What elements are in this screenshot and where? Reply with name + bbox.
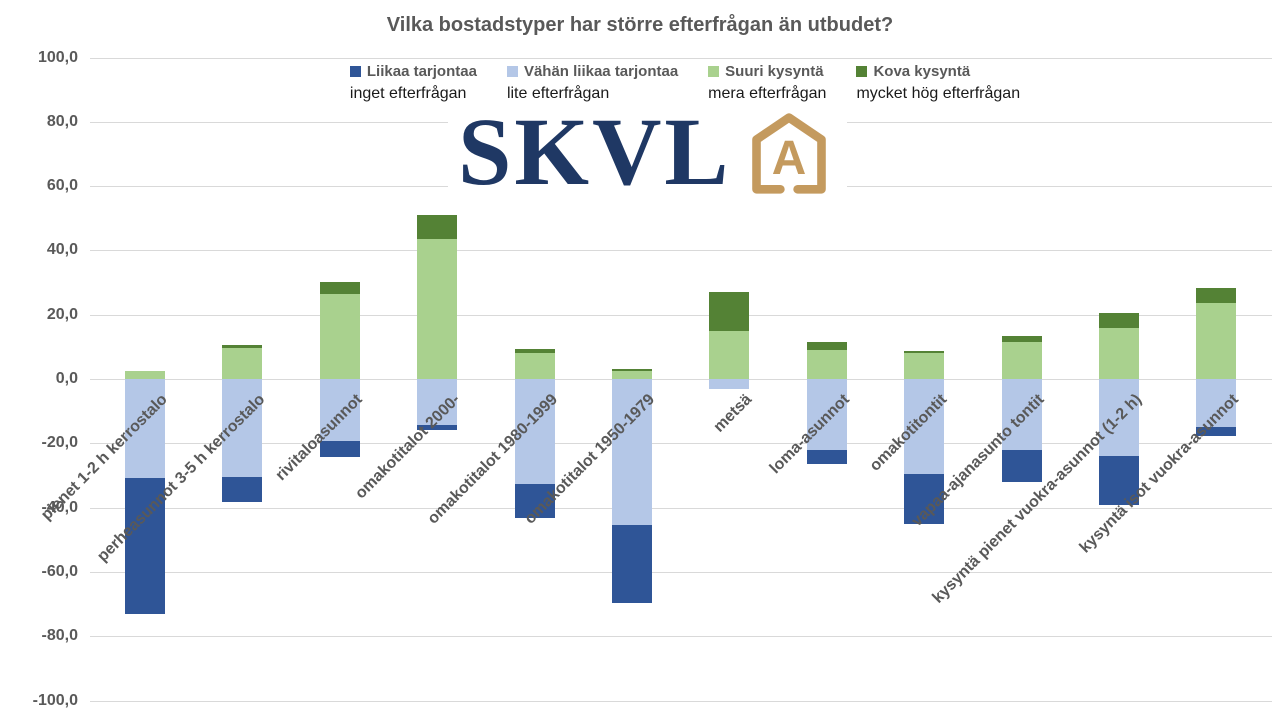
y-axis-tick-label: -20,0 [41,434,78,452]
bar-segment-liikaa-tarjontaa [319,440,360,457]
y-axis-tick-label: 100,0 [37,48,78,66]
house-icon-letter: A [772,132,807,185]
legend-label: Liikaa tarjontaa [366,63,477,80]
bar-segment-liikaa-tarjontaa [222,477,263,502]
legend-sublabel: inget efterfrågan [349,85,467,102]
bar-segment-kova-kysynt- [222,344,263,349]
bar-segment-v-h-n-liikaa-tarjontaa [1001,379,1042,451]
bar-segment-v-h-n-liikaa-tarjontaa [319,379,360,441]
legend: Liikaa tarjontaa inget efterfrågan Vähän l… [90,63,1280,103]
y-axis-tick-label: -80,0 [41,627,78,645]
bar-segment-liikaa-tarjontaa [417,425,458,431]
bar-segment-kova-kysynt- [709,291,750,331]
legend-item-3: Kova kysyntä mycket hög efterfrågan [856,63,1020,103]
gridline [90,507,1272,509]
legend-label: Kova kysyntä [873,63,971,80]
y-axis-tick-label: -100,0 [32,691,78,709]
bar-segment-v-h-n-liikaa-tarjontaa [222,379,263,478]
bar-segment-kova-kysynt- [1099,313,1139,328]
bar-segment-suuri-kysynt- [709,330,750,379]
bar-segment-kova-kysynt- [1001,335,1042,342]
bar-segment-v-h-n-liikaa-tarjontaa [612,379,652,526]
bar-segment-liikaa-tarjontaa [1196,427,1237,436]
legend-sublabel: lite efterfrågan [506,85,610,102]
gridline [90,250,1272,252]
bar-segment-kova-kysynt- [1196,288,1237,304]
bar-segment-liikaa-tarjontaa [904,473,945,524]
bar-segment-kova-kysynt- [319,281,360,295]
y-axis-tick-label: 20,0 [46,305,78,323]
legend-item-1: Vähän liikaa tarjontaa lite efterfrågan [506,63,679,103]
gridline [90,379,1272,380]
y-axis-tick-label: 40,0 [46,241,78,259]
y-axis-tick-label: 80,0 [46,112,78,130]
bar-segment-kova-kysynt- [417,215,458,240]
bar-segment-liikaa-tarjontaa [806,450,847,464]
bar-segment-liikaa-tarjontaa [1099,455,1139,505]
bar-segment-v-h-n-liikaa-tarjontaa [514,379,555,485]
bar-segment-liikaa-tarjontaa [125,478,165,614]
legend-sublabel: mycket hög efterfrågan [856,85,1021,102]
bar-segment-suuri-kysynt- [1196,303,1237,379]
legend-label: Suuri kysyntä [725,63,824,80]
gridline [90,700,1272,702]
y-axis-tick-label: -40,0 [41,498,78,516]
bar-segment-v-h-n-liikaa-tarjontaa [904,379,945,474]
bar-segment-suuri-kysynt- [319,294,360,379]
gridline [90,443,1272,445]
bar-segment-v-h-n-liikaa-tarjontaa [709,379,750,389]
bar-segment-suuri-kysynt- [222,348,263,379]
bar-segment-v-h-n-liikaa-tarjontaa [417,379,458,426]
legend-swatch [708,66,720,77]
bar-segment-suuri-kysynt- [1099,327,1139,379]
chart-title: Vilka bostadstyper har större efterfråga… [386,14,894,36]
legend-label: Vähän liikaa tarjontaa [523,63,679,80]
y-axis-tick-label: -60,0 [41,562,78,580]
category-label: metsä [710,391,756,436]
legend-item-2: Suuri kysyntä mera efterfrågan [708,63,826,103]
category-label: omakotitalot 2000- [351,391,464,503]
bar-segment-liikaa-tarjontaa [514,484,555,518]
bar-segment-suuri-kysynt- [1001,341,1042,379]
bar-segment-kova-kysynt- [514,349,555,353]
bar-segment-suuri-kysynt- [612,370,652,379]
bar-segment-v-h-n-liikaa-tarjontaa [806,379,847,451]
bar-segment-kova-kysynt- [612,369,652,371]
bar-segment-suuri-kysynt- [514,352,555,379]
gridline [90,636,1272,638]
gridline [90,571,1272,573]
bar-segment-suuri-kysynt- [806,349,847,379]
skvl-logo: SKVL A [448,98,848,205]
legend-item-0: Liikaa tarjontaa inget efterfrågan [349,63,477,103]
legend-swatch [506,66,518,77]
legend-swatch [349,66,361,77]
bar-segment-v-h-n-liikaa-tarjontaa [1196,379,1237,428]
gridline [90,314,1272,316]
bar-segment-kova-kysynt- [806,342,847,350]
skvl-logo-text: SKVL [458,98,732,205]
legend-swatch [856,66,868,77]
y-axis-tick-label: 0,0 [55,370,78,387]
bar-segment-v-h-n-liikaa-tarjontaa [1099,379,1139,456]
y-axis-tick-label: 60,0 [46,177,78,195]
bar-segment-v-h-n-liikaa-tarjontaa [125,379,165,479]
bar-segment-suuri-kysynt- [125,370,165,379]
house-icon: A [752,113,827,194]
bar-segment-liikaa-tarjontaa [612,525,652,604]
gridline [90,57,1272,59]
bar-segment-kova-kysynt- [904,350,945,353]
legend-sublabel: mera efterfrågan [708,85,827,102]
bar-segment-suuri-kysynt- [904,352,945,379]
bar-segment-liikaa-tarjontaa [1001,450,1042,482]
bar-segment-suuri-kysynt- [417,239,458,379]
